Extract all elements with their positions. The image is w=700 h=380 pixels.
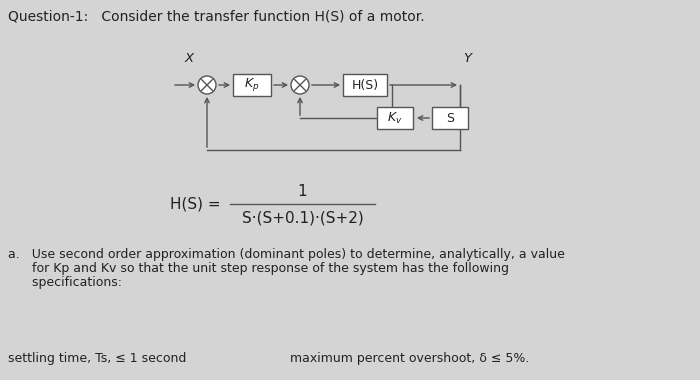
Text: $K_v$: $K_v$ [387, 111, 402, 125]
Text: H(S) =: H(S) = [169, 196, 225, 212]
Circle shape [198, 76, 216, 94]
FancyBboxPatch shape [343, 74, 387, 96]
Text: Question-1:   Consider the transfer function H(S) of a motor.: Question-1: Consider the transfer functi… [8, 10, 425, 24]
Text: settling time, Ts, ≤ 1 second: settling time, Ts, ≤ 1 second [8, 352, 186, 365]
Text: $K_p$: $K_p$ [244, 76, 260, 93]
FancyBboxPatch shape [377, 107, 413, 129]
Text: Y: Y [463, 52, 471, 65]
Text: specifications:: specifications: [8, 276, 122, 289]
Circle shape [291, 76, 309, 94]
Text: 1: 1 [298, 185, 307, 200]
Text: X: X [184, 52, 194, 65]
Text: H(S): H(S) [351, 79, 379, 92]
Text: S·(S+0.1)·(S+2): S·(S+0.1)·(S+2) [241, 211, 363, 225]
Text: for Kp and Kv so that the unit step response of the system has the following: for Kp and Kv so that the unit step resp… [8, 262, 509, 275]
Text: a.   Use second order approximation (dominant poles) to determine, analytically,: a. Use second order approximation (domin… [8, 248, 565, 261]
FancyBboxPatch shape [432, 107, 468, 129]
Text: S: S [446, 111, 454, 125]
FancyBboxPatch shape [233, 74, 271, 96]
Text: maximum percent overshoot, δ ≤ 5%.: maximum percent overshoot, δ ≤ 5%. [290, 352, 529, 365]
